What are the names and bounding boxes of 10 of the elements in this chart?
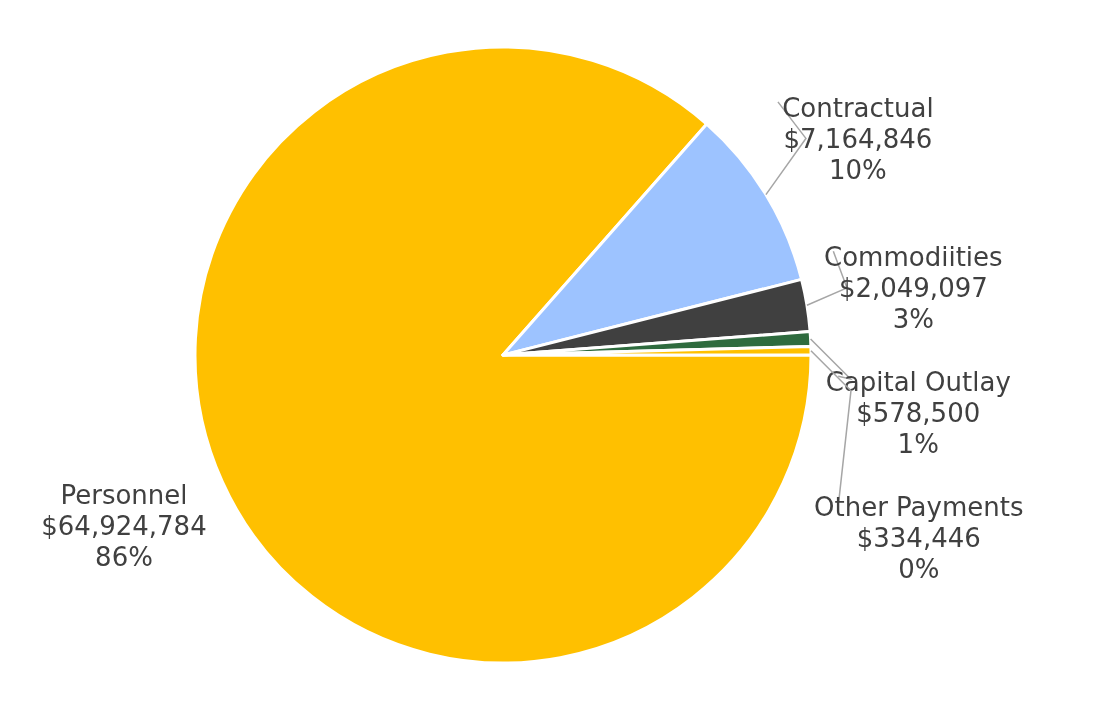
slice-label: Other Payments <box>814 492 1024 523</box>
slice-label: Commodiities <box>824 242 1003 273</box>
data-label: $7,164,846 10% <box>783 123 933 185</box>
data-label: $64,924,784 86% <box>41 511 207 573</box>
data-label: $334,446 0% <box>856 523 981 585</box>
data-label: $2,049,097 3% <box>838 273 988 335</box>
slice-label: Personnel <box>60 480 188 511</box>
data-label: $578,500 1% <box>856 398 981 460</box>
slice-label: Contractual <box>782 92 934 123</box>
slice-label: Capital Outlay <box>825 367 1011 398</box>
